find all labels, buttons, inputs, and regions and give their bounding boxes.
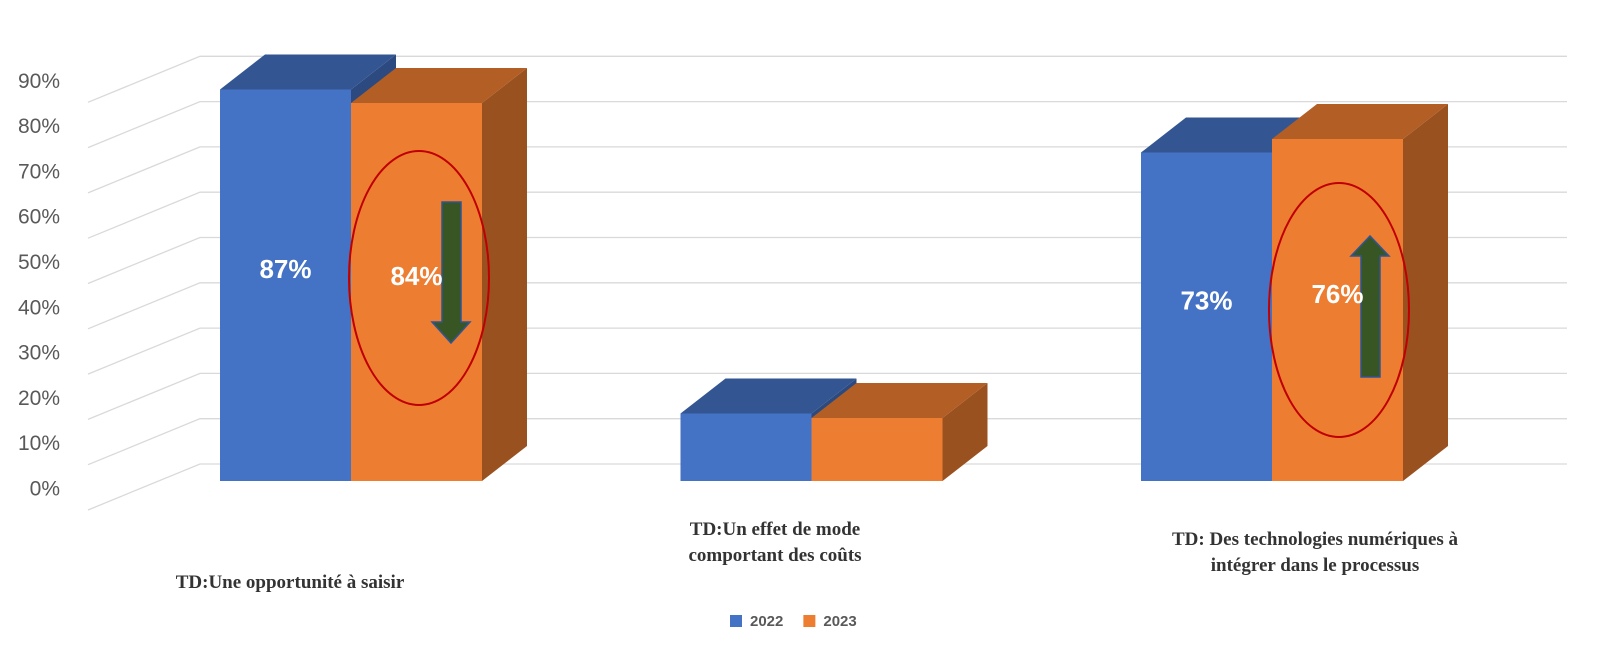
grid: [87, 55, 1567, 511]
bar: [351, 103, 482, 481]
up-arrow: [1349, 234, 1391, 378]
bar: [220, 89, 351, 481]
bar: [1272, 139, 1403, 481]
grid-line: [87, 327, 1567, 375]
x-tick-label: TD:Un effet de mode comportant des coûts: [688, 519, 862, 566]
bar: [1141, 152, 1272, 481]
data-label: 87%: [259, 254, 311, 284]
data-label: 84%: [390, 261, 442, 291]
bar-top: [351, 68, 527, 103]
labels: 0% 10% 20% 30% 40% 50% 60% 70% 80% 90% 87% 84% 73% 76…: [18, 70, 1364, 501]
y-tick-label: 80%: [18, 115, 60, 138]
bars: [220, 54, 1448, 481]
legend-label: 2023: [823, 613, 856, 630]
grid-line: [87, 418, 1567, 466]
bar-top: [220, 54, 396, 90]
bar: [811, 418, 943, 481]
x-tick-label: TD:Une opportunité à saisir: [175, 572, 405, 593]
bar-side: [482, 68, 527, 481]
y-tick-label: 0%: [30, 478, 60, 501]
legend-swatch: [730, 615, 742, 627]
grid-line: [87, 100, 1567, 149]
highlight-ellipse: [1268, 182, 1410, 438]
grid-line: [87, 236, 1567, 285]
data-label: 73%: [1180, 286, 1232, 316]
x-tick-label: TD: Des technologies numériques à intégr…: [1171, 529, 1459, 576]
y-tick-label: 50%: [18, 251, 60, 274]
bar-top: [811, 383, 988, 418]
grid-line: [87, 463, 1567, 511]
highlight-ellipse: [348, 150, 490, 406]
bar-top: [680, 378, 857, 414]
annotations: [348, 150, 1410, 438]
y-tick-label: 10%: [18, 432, 60, 455]
legend-swatch: [803, 615, 816, 627]
bar-top: [1272, 104, 1448, 139]
bar-side: [1403, 104, 1448, 481]
grid-line: [87, 372, 1567, 421]
bar: [680, 413, 812, 481]
legend: 2022 2023: [730, 613, 857, 630]
y-tick-label: 90%: [18, 70, 60, 93]
grid-line: [87, 282, 1567, 330]
legend-label: 2022: [750, 613, 783, 630]
y-tick-label: 40%: [18, 296, 60, 319]
y-tick-label: 20%: [18, 387, 60, 410]
y-tick-label: 30%: [18, 342, 60, 365]
bar-side: [942, 383, 988, 481]
grid-line: [87, 55, 1567, 103]
grid-line: [87, 146, 1567, 194]
y-tick-label: 60%: [18, 206, 60, 229]
y-tick-label: 70%: [18, 160, 60, 183]
data-label: 76%: [1311, 279, 1363, 309]
grid-line: [87, 191, 1567, 239]
down-arrow: [430, 201, 472, 345]
